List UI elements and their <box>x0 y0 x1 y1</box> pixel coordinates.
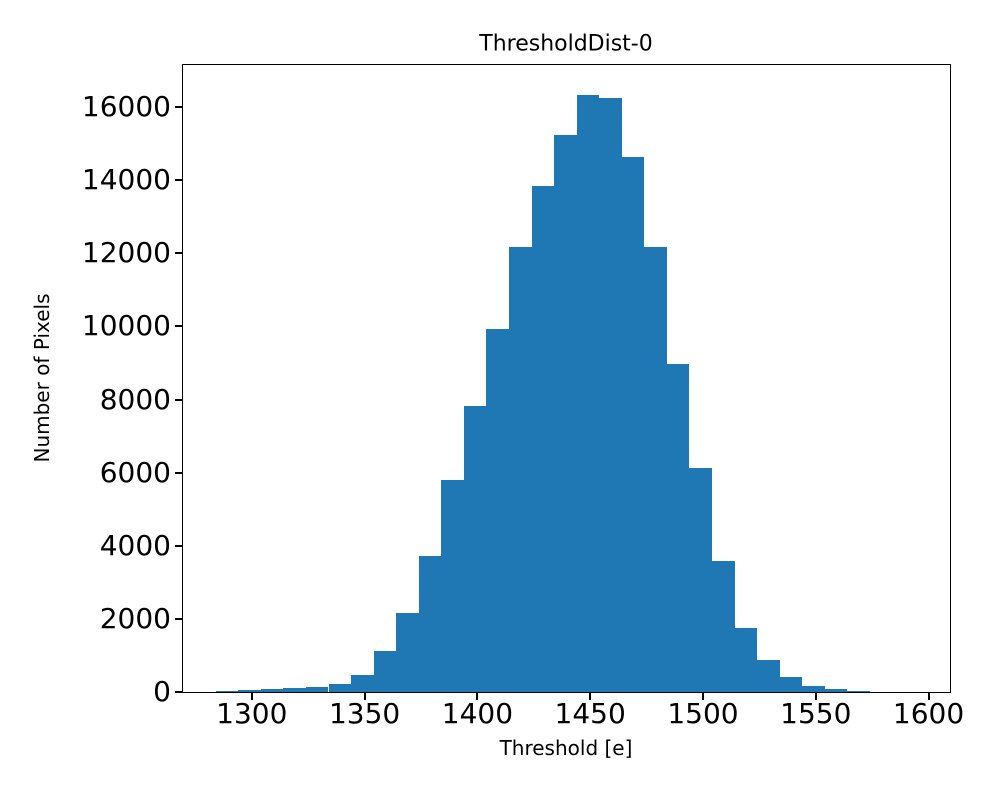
histogram-bar <box>621 157 645 692</box>
y-tick-mark <box>175 398 183 401</box>
histogram-bar <box>757 659 780 692</box>
x-tick-mark <box>363 692 366 700</box>
y-tick-label: 0 <box>153 675 171 708</box>
histogram-bar <box>396 613 419 692</box>
y-tick-mark <box>175 471 183 474</box>
y-tick-mark <box>175 325 183 328</box>
histogram-bar <box>644 247 667 692</box>
histogram-bar <box>283 687 306 692</box>
y-tick-mark <box>175 617 183 620</box>
histogram-bar <box>576 94 600 692</box>
y-tick-label: 16000 <box>81 90 171 124</box>
plot-area <box>183 65 950 692</box>
y-tick-label: 8000 <box>99 382 171 416</box>
x-tick-label: 1300 <box>216 697 288 730</box>
y-tick-mark <box>175 179 183 182</box>
histogram-bar <box>373 651 397 692</box>
x-tick-label: 1500 <box>667 697 739 730</box>
histogram-bar <box>215 690 239 692</box>
x-tick-mark <box>250 692 253 700</box>
histogram-bar <box>712 560 735 692</box>
histogram-bar <box>599 98 622 692</box>
histogram-bar <box>689 467 712 692</box>
histogram-bar <box>554 135 577 692</box>
x-tick-mark <box>927 692 930 700</box>
x-tick-label: 1450 <box>554 697 626 730</box>
x-tick-mark <box>476 692 479 700</box>
x-axis-label: Threshold [e] <box>499 736 633 760</box>
y-tick-label: 12000 <box>81 236 171 270</box>
histogram-bar <box>802 685 825 692</box>
histogram-bar <box>734 628 758 692</box>
histogram-bar <box>531 186 555 692</box>
y-tick-mark <box>175 544 183 547</box>
y-tick-mark <box>175 691 183 693</box>
x-tick-mark <box>589 692 592 700</box>
histogram-bar <box>666 364 690 692</box>
x-tick-label: 1400 <box>441 697 514 730</box>
histogram-bar <box>486 329 509 692</box>
x-tick-label: 1600 <box>892 697 965 730</box>
histogram-bar <box>238 690 261 692</box>
x-tick-label: 1350 <box>328 697 401 730</box>
histogram-bar <box>418 556 442 692</box>
histogram-bar <box>328 683 352 692</box>
histogram-bar <box>824 689 848 692</box>
y-tick-label: 4000 <box>99 528 171 562</box>
x-tick-mark <box>814 692 817 700</box>
chart-title: ThresholdDist-0 <box>479 31 653 57</box>
histogram-bar <box>463 406 487 692</box>
histogram-bar <box>508 247 532 692</box>
y-tick-mark <box>175 252 183 255</box>
y-tick-mark <box>175 106 183 109</box>
histogram-bar <box>351 674 374 692</box>
y-tick-label: 2000 <box>99 601 171 635</box>
y-tick-label: 10000 <box>81 309 171 343</box>
x-tick-label: 1550 <box>780 697 852 730</box>
histogram-bar <box>441 479 464 692</box>
histogram-bar <box>305 686 329 692</box>
x-tick-mark <box>701 692 704 700</box>
histogram-bar <box>260 689 284 692</box>
y-tick-label: 14000 <box>81 163 171 197</box>
y-tick-label: 6000 <box>99 455 171 489</box>
histogram-bar <box>847 690 870 692</box>
histogram-bar <box>779 677 803 692</box>
